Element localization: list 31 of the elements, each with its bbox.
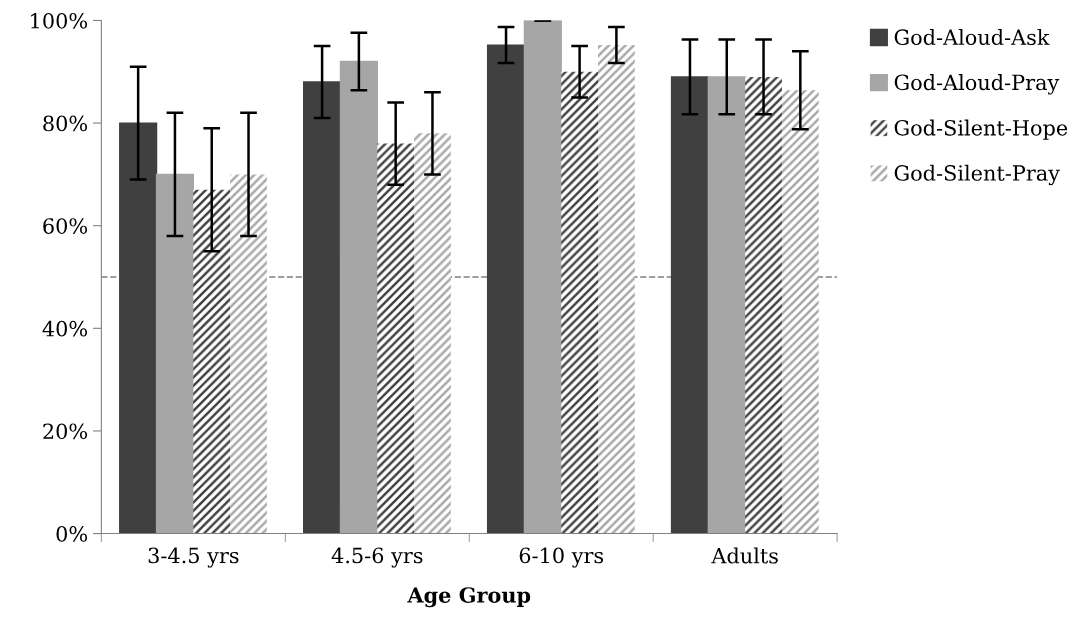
bar: [598, 45, 635, 534]
legend-label: God-Silent-Hope: [894, 119, 1068, 140]
y-tick-label: 60%: [43, 218, 88, 234]
y-tick-label: 80%: [43, 115, 88, 132]
bar: [781, 90, 819, 534]
x-tick-label: Adults: [711, 547, 778, 564]
legend-label: God-Silent-Pray: [894, 164, 1060, 186]
bar: [670, 76, 710, 534]
y-tick-label: 20%: [43, 423, 88, 440]
bar: [230, 174, 267, 534]
legend-label: God-Aloud-Pray: [894, 74, 1060, 95]
bar: [303, 81, 342, 534]
y-tick-label: 0%: [56, 526, 88, 542]
bar: [155, 173, 195, 534]
bar: [561, 71, 598, 534]
bar: [339, 60, 378, 534]
bar: [745, 76, 782, 534]
legend-label: God-Aloud-Ask: [894, 28, 1050, 46]
x-tick-label: 6-10 yrs: [519, 547, 604, 568]
y-tick-label: 100%: [31, 12, 88, 29]
bar: [377, 143, 415, 534]
bar: [486, 44, 526, 534]
x-axis-title: Age Group: [407, 587, 531, 608]
y-tick-label: 40%: [42, 320, 88, 337]
bar: [119, 122, 158, 534]
bar: [414, 133, 451, 534]
bar: [523, 20, 562, 534]
bar: [193, 189, 231, 534]
x-tick-label: 3-4.5 yrs: [148, 547, 239, 568]
bar: [707, 76, 746, 534]
x-tick-label: 4.5-6 yrs: [331, 547, 423, 568]
